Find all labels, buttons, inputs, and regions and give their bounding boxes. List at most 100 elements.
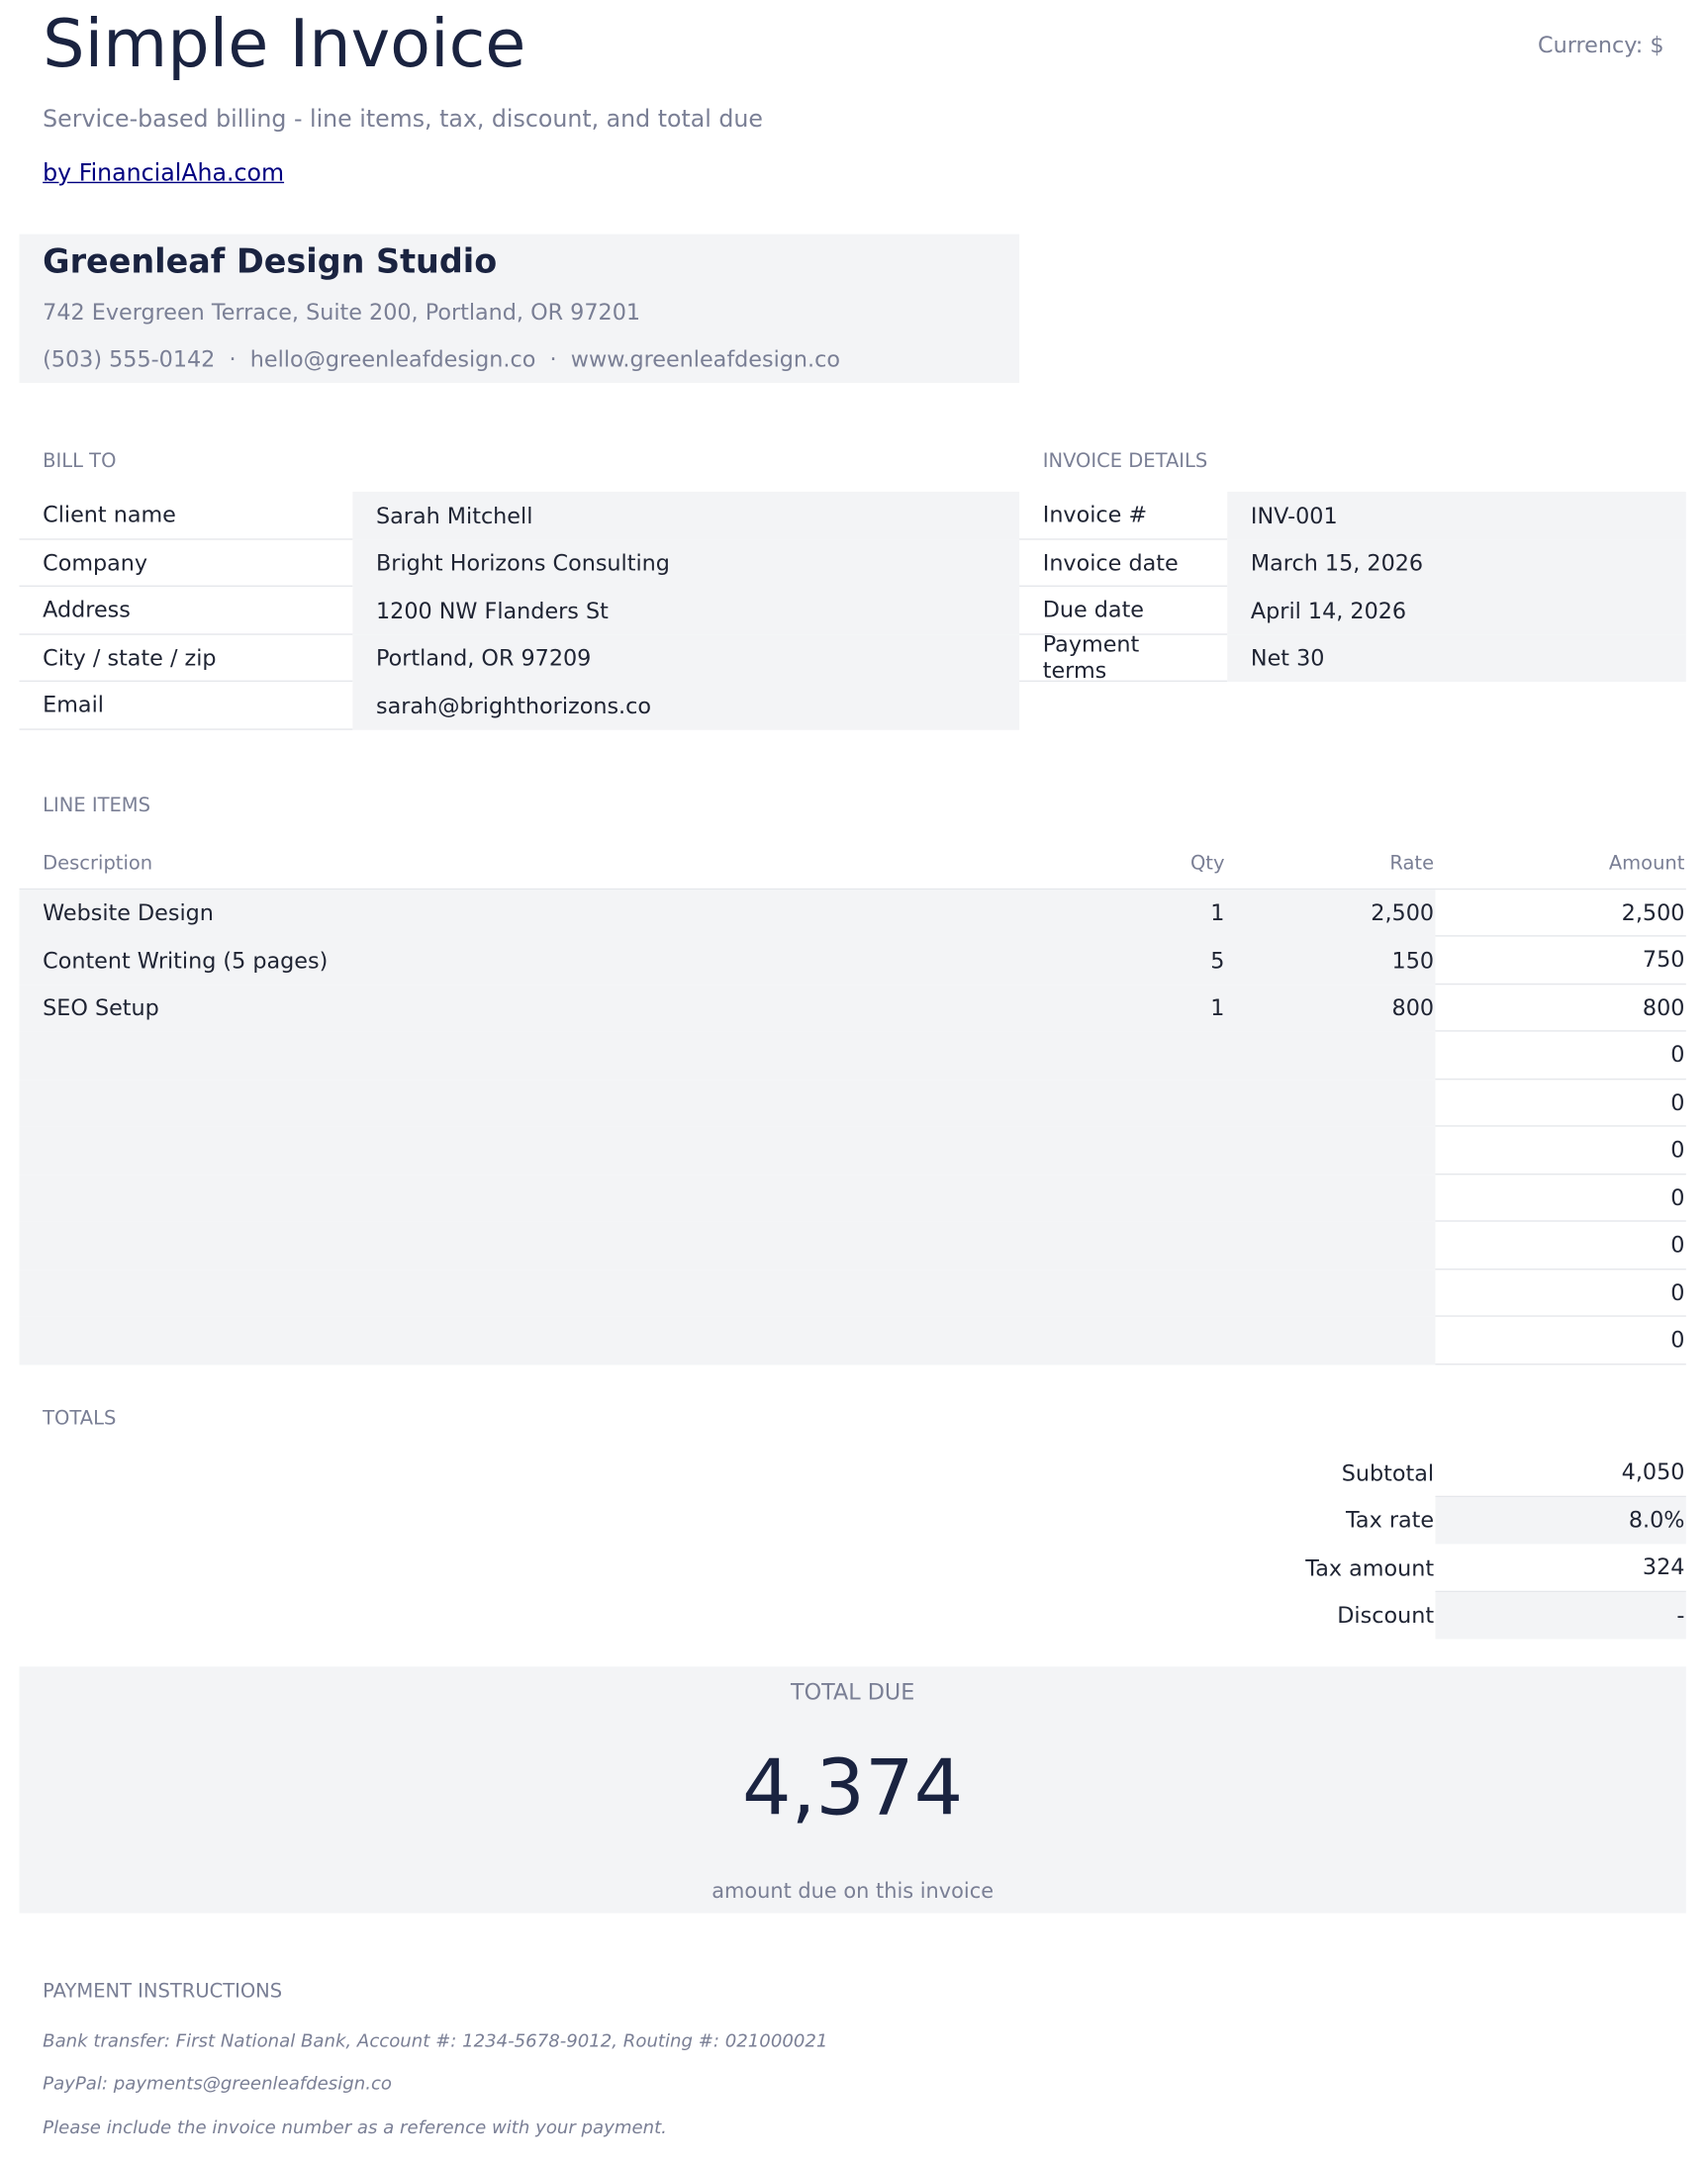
item-cell: Content Writing (5 pages)	[43, 947, 329, 974]
item-amount: 0	[1435, 1127, 1686, 1175]
item-input	[19, 1316, 1436, 1364]
item-input: Content Writing (5 pages) 5 150	[19, 936, 1436, 985]
item-row: 0	[19, 1174, 1686, 1222]
field-label: City / state / zip	[19, 634, 353, 683]
item-cell	[1226, 1080, 1436, 1127]
title: Simple Invoice	[43, 5, 526, 83]
company-name: Greenleaf Design Studio	[43, 241, 498, 281]
item-input	[19, 1126, 1436, 1175]
payment-line: Bank transfer: First National Bank, Acco…	[43, 2031, 828, 2053]
item-row: 0	[19, 1126, 1686, 1175]
section-label: LINE ITEMS	[43, 795, 151, 817]
item-cell	[1089, 1080, 1226, 1127]
totals-value: 324	[1435, 1544, 1686, 1592]
field-value: INV-001	[1227, 491, 1686, 539]
totals-value: 8.0%	[1435, 1496, 1686, 1545]
table-row: Due date April 14, 2026	[1019, 586, 1686, 635]
invoice-details-table: Invoice # INV-001 Invoice date March 15, 20…	[1019, 491, 1686, 684]
item-cell: 800	[1391, 994, 1435, 1021]
item-cell	[1089, 1317, 1226, 1364]
item-cell: Website Design	[43, 899, 214, 926]
table-row: Company Bright Horizons Consulting	[19, 538, 1020, 587]
totals-label: Subtotal	[1341, 1459, 1435, 1486]
bill-to-table: Client name Sarah Mitchell Company Bright H…	[19, 491, 1020, 730]
item-input: SEO Setup 1 800	[19, 984, 1436, 1032]
column-header: Description	[43, 852, 153, 876]
column-header: Qty	[1189, 852, 1225, 876]
item-cell	[1089, 1032, 1226, 1080]
totals-value: 4,050	[1435, 1449, 1686, 1497]
item-amount: 0	[1435, 1080, 1686, 1127]
field-value: Sarah Mitchell	[352, 491, 1020, 539]
company-box: Greenleaf Design Studio 742 Evergreen Te…	[19, 234, 1020, 383]
totals-table: Subtotal 4,050 Tax rate 8.0% Tax amount 324 Di…	[19, 1449, 1686, 1640]
item-input	[19, 1079, 1436, 1127]
header-row: Description Qty Rate Amount	[19, 840, 1686, 890]
totals-row: Discount -	[19, 1591, 1686, 1640]
item-row: 0	[19, 1269, 1686, 1317]
table-row: Invoice # INV-001	[1019, 491, 1686, 539]
total-due-label: TOTAL DUE	[791, 1678, 915, 1706]
item-amount: 0	[1435, 1175, 1686, 1222]
item-cell	[1226, 1032, 1436, 1080]
item-amount: 750	[1435, 937, 1686, 985]
table-row: Email sarah@brighthorizons.co	[19, 682, 1020, 730]
totals-value: -	[1435, 1591, 1686, 1640]
item-amount: 0	[1435, 1317, 1686, 1364]
field-label: Invoice date	[1019, 539, 1228, 587]
item-amount: 0	[1435, 1032, 1686, 1080]
totals-label: Tax rate	[1346, 1507, 1435, 1534]
item-input: Website Design 1 2,500	[19, 889, 1436, 937]
item-row: 0	[19, 1031, 1686, 1080]
item-cell	[19, 1127, 1088, 1175]
item-cell	[1226, 1269, 1436, 1317]
item-cell	[1089, 1127, 1226, 1175]
section-label: PAYMENT INSTRUCTIONS	[43, 1980, 283, 2003]
totals-row: Tax rate 8.0%	[19, 1496, 1686, 1545]
field-label: Due date	[1019, 587, 1228, 635]
table-row: Client name Sarah Mitchell	[19, 491, 1020, 539]
item-cell	[19, 1269, 1088, 1317]
item-row: Content Writing (5 pages) 5 150 750	[19, 936, 1686, 985]
item-input	[19, 1269, 1436, 1317]
total-due-value: 4,374	[742, 1743, 964, 1833]
item-row: 0	[19, 1079, 1686, 1127]
item-cell	[1089, 1269, 1226, 1317]
column-header: Amount	[1608, 852, 1685, 876]
item-cell	[19, 1317, 1088, 1364]
item-cell	[19, 1080, 1088, 1127]
item-row: 0	[19, 1316, 1686, 1364]
field-label: Company	[19, 539, 353, 587]
table-row: Address 1200 NW Flanders St	[19, 586, 1020, 635]
total-due-caption: amount due on this invoice	[712, 1878, 995, 1904]
item-cell	[19, 1222, 1088, 1269]
field-label: Client name	[19, 492, 353, 539]
field-label: Address	[19, 587, 353, 635]
item-cell	[1226, 1175, 1436, 1222]
item-cell	[1089, 1222, 1226, 1269]
field-label: Payment terms	[1019, 631, 1228, 684]
item-row: SEO Setup 1 800 800	[19, 984, 1686, 1032]
item-cell	[1226, 1127, 1436, 1175]
item-amount: 2,500	[1435, 890, 1686, 937]
totals-label: Discount	[1337, 1602, 1435, 1629]
field-value: 1200 NW Flanders St	[352, 586, 1020, 635]
item-cell	[1226, 1317, 1436, 1364]
field-value: Portland, OR 97209	[352, 634, 1020, 683]
payment-line: PayPal: payments@greenleafdesign.co	[43, 2074, 392, 2096]
currency: Currency: $	[1538, 32, 1664, 58]
company-address: 742 Evergreen Terrace, Suite 200, Portla…	[43, 299, 641, 326]
item-cell: 5	[1210, 947, 1225, 974]
column-header: Rate	[1389, 852, 1435, 876]
totals-label: Tax amount	[1305, 1554, 1435, 1581]
item-cell	[19, 1175, 1088, 1222]
source-link[interactable]: by FinancialAha.com	[43, 159, 285, 188]
total-due-box: TOTAL DUE 4,374 amount due on this invoi…	[19, 1666, 1686, 1914]
item-input	[19, 1221, 1436, 1269]
payment-line: Please include the invoice number as a r…	[43, 2117, 667, 2139]
item-row: Website Design 1 2,500 2,500	[19, 889, 1686, 937]
field-label: Email	[19, 682, 353, 730]
item-cell: SEO Setup	[43, 994, 159, 1021]
